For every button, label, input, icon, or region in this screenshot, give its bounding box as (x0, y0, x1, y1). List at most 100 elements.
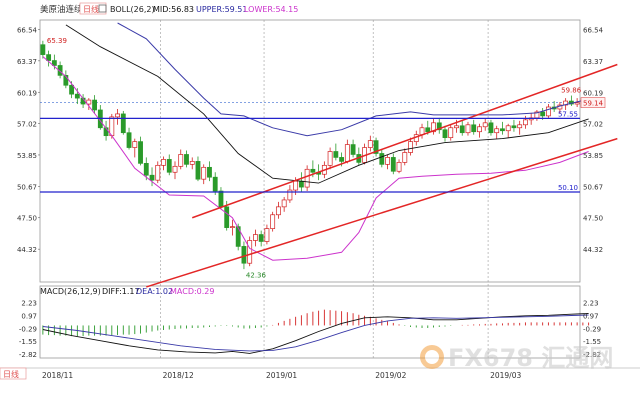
watermark: FX678 汇通网 (420, 344, 613, 372)
boll-lower-label: LOWER:54.15 (244, 5, 298, 14)
candle-up (161, 159, 166, 166)
candle-up (115, 113, 120, 118)
candle-down (350, 144, 356, 155)
macd-dea-label: DEA:1.02 (136, 287, 173, 296)
boll-indicator-lines (42, 22, 589, 261)
candle-up (448, 127, 454, 139)
y-tick-label-left: 47.50 (17, 215, 37, 223)
candle-up (402, 152, 408, 163)
latest-close-box (580, 97, 606, 108)
macd-y-tick-right: -1.55 (583, 338, 601, 346)
candle-down (57, 65, 63, 76)
y-tick-label-right: 47.50 (583, 215, 603, 223)
period-tab[interactable]: 日线 (83, 4, 99, 14)
candle-down (195, 161, 201, 180)
footer-period-tab[interactable]: 日线 (3, 369, 19, 379)
axes: 66.54 66.54 63.37 63.37 60.19 60.19 57.02 57.02… (17, 26, 604, 380)
macd-y-tick-left: 2.23 (21, 300, 37, 308)
candle-up (275, 206, 281, 216)
candle-down (258, 234, 264, 242)
candle-up (293, 180, 299, 191)
candle-up (109, 116, 115, 137)
macd-y-tick-left: -1.55 (19, 338, 37, 346)
candle-up (86, 99, 92, 105)
candle-up (172, 165, 178, 173)
candle-down (51, 60, 57, 66)
candle-up (505, 125, 511, 132)
macd-y-tick-right: 2.23 (583, 300, 599, 308)
y-tick-label-right: 57.02 (583, 121, 603, 129)
header-legend: 美原油连续 日线 BOLL(26,2) MID:56.83 UPPER:59.5… (40, 2, 298, 15)
y-tick-label-right: 66.54 (583, 26, 604, 34)
x-tick-label: 2019/01 (266, 371, 297, 380)
candle-up (270, 214, 276, 229)
x-tick-label: 2019/03 (490, 371, 521, 380)
grid (0, 19, 640, 369)
y-tick-label-right: 63.37 (583, 58, 603, 66)
candle-up (367, 140, 373, 148)
y-tick-label-left: 53.85 (17, 152, 37, 160)
latest-close-tag: 59.14 (583, 100, 604, 108)
footer-period-tab-frame[interactable] (0, 367, 27, 380)
candle-down (333, 151, 339, 158)
candle-down (436, 122, 442, 131)
candle-up (155, 164, 161, 181)
candle-down (40, 44, 46, 55)
y-tick-label-right: 53.85 (583, 152, 603, 160)
candle-up (287, 189, 293, 201)
candle-down (235, 226, 241, 247)
candle-down (511, 125, 517, 129)
x-tick-label: 2018/11 (42, 371, 73, 380)
candle-down (540, 111, 546, 117)
y-tick-label-left: 44.32 (17, 246, 37, 254)
watermark-text: FX678 汇通网 (448, 344, 613, 372)
macd-legend: MACD(26,12,9) DIFF:1.17 DEA:1.02 MACD:0.… (40, 287, 215, 296)
candle-up (189, 161, 195, 165)
x-tick-label: 2018/12 (163, 371, 194, 380)
macd-dea-line (42, 314, 589, 352)
candle-up (545, 106, 551, 117)
candle-down (212, 176, 218, 192)
candle-down (166, 159, 172, 173)
candle-up (454, 125, 459, 129)
candle-down (149, 174, 155, 181)
candle-up (178, 154, 184, 167)
dropdown-icon[interactable] (98, 4, 107, 13)
candle-down (207, 166, 212, 178)
macd-y-tick-right: 0.97 (583, 313, 599, 321)
macd-y-tick-left: 0.97 (21, 313, 37, 321)
candle-down (373, 140, 379, 154)
macd-title: MACD(26,12,9) (40, 287, 101, 296)
candle-down (74, 93, 80, 99)
level-upper-tag: 57.55 (558, 110, 578, 118)
footer: 日线 FX678 汇通网 (0, 344, 613, 380)
candle-up (482, 122, 488, 128)
candle-down (390, 157, 396, 172)
candle-down (379, 153, 385, 165)
low-price-tag: 42.36 (246, 272, 267, 280)
candle-down (298, 180, 304, 188)
macd-diff-line (42, 313, 589, 354)
candle-down (442, 129, 448, 139)
candle-up (385, 157, 390, 165)
candle-down (224, 206, 230, 228)
boll-mid-line (65, 24, 589, 184)
y-tick-label-left: 57.02 (17, 121, 37, 129)
candle-up (247, 240, 253, 264)
macd-y-tick-right: -2.82 (583, 351, 601, 359)
candle-up (264, 228, 270, 242)
candle-down (184, 154, 189, 165)
macd-panel (42, 309, 590, 354)
macd-panel-frame (39, 285, 581, 359)
candle-up (344, 144, 350, 162)
candle-down (63, 75, 69, 86)
y-tick-label-right: 44.32 (583, 246, 603, 254)
macd-diff-label: DIFF:1.17 (102, 287, 140, 296)
boll-upper-line (117, 22, 589, 137)
candle-up (201, 166, 207, 180)
candle-down (69, 84, 75, 95)
horizontal-levels[interactable] (40, 117, 580, 193)
boll-label: BOLL(26,2) (110, 5, 155, 14)
